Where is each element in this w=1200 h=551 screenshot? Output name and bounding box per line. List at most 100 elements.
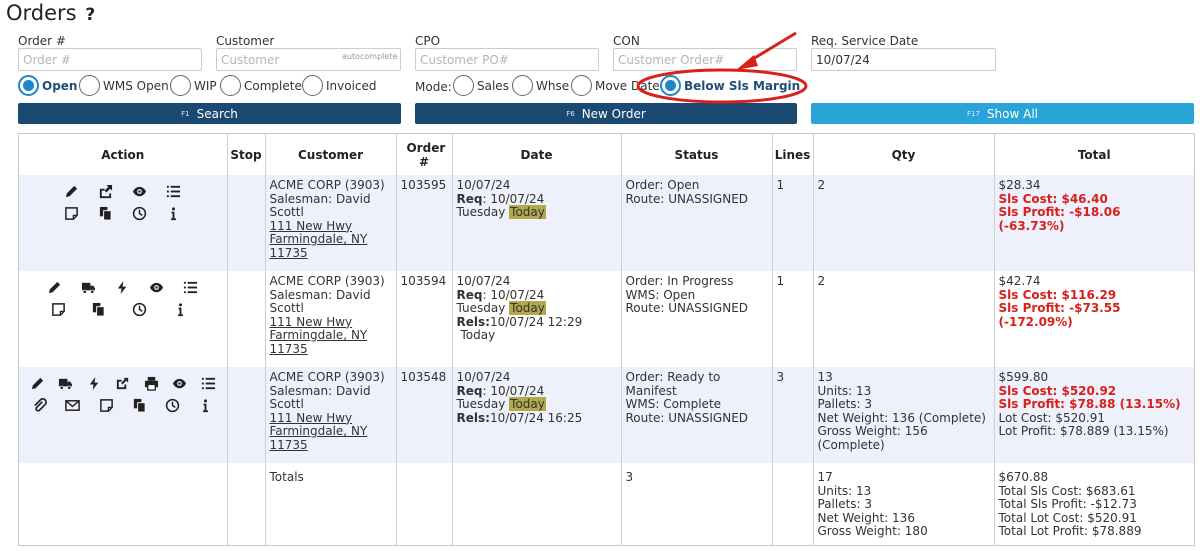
pencil-icon[interactable] xyxy=(38,278,72,296)
radio-invoiced-label: Invoiced xyxy=(326,78,377,93)
mode-whse[interactable]: Whse xyxy=(512,75,569,96)
customer-label: Customer xyxy=(216,34,275,48)
radio-wms-open-circle[interactable] xyxy=(79,75,100,96)
eye-icon[interactable] xyxy=(140,278,174,296)
radio-open-circle[interactable] xyxy=(18,75,39,96)
table-row[interactable]: ACME CORP (3903) Salesman: David Scottl … xyxy=(19,271,1194,367)
list-icon[interactable] xyxy=(194,374,223,392)
mode-below-sls-margin[interactable]: Below Sls Margin xyxy=(660,75,800,96)
radio-wip-circle[interactable] xyxy=(170,75,191,96)
mode-below-sls-margin-circle[interactable] xyxy=(660,75,681,96)
help-icon[interactable]: ? xyxy=(85,5,96,25)
new-order-button[interactable]: F6 New Order xyxy=(415,103,797,124)
external-link-icon[interactable] xyxy=(109,374,138,392)
qty-units: Units: 13 xyxy=(817,383,872,398)
total-amount: $28.34 xyxy=(998,178,1041,192)
req-day: Tuesday Today xyxy=(457,205,617,220)
col-order-number[interactable]: Order # xyxy=(396,134,453,175)
search-button[interactable]: F1 Search xyxy=(18,103,401,124)
info-icon[interactable] xyxy=(157,204,191,222)
address-line2-link[interactable]: Farmingdale, NY 11735 xyxy=(269,424,368,452)
paperclip-icon[interactable] xyxy=(23,396,56,414)
copy-icon[interactable] xyxy=(123,396,156,414)
address-line1-link[interactable]: 111 New Hwy xyxy=(269,218,353,233)
col-stop[interactable]: Stop xyxy=(227,134,266,175)
radio-wms-open[interactable]: WMS Open xyxy=(79,75,169,96)
status-order: Order: Open xyxy=(625,178,700,192)
radio-invoiced[interactable]: Invoiced xyxy=(302,75,377,96)
status-order: Order: In Progress xyxy=(625,274,734,288)
address-line1-link[interactable]: 111 New Hwy xyxy=(269,314,353,329)
totals-gross-weight: Gross Weight: 180 xyxy=(817,524,928,539)
orders-table: Action Stop Customer Order # Date Status… xyxy=(19,134,1194,545)
truck-icon[interactable] xyxy=(52,374,81,392)
pencil-icon[interactable] xyxy=(23,374,52,392)
status-wms: WMS: Open xyxy=(625,287,696,302)
info-icon[interactable] xyxy=(189,396,222,414)
bolt-icon[interactable] xyxy=(80,374,109,392)
info-icon[interactable] xyxy=(158,300,204,318)
action-cell xyxy=(19,271,228,367)
address-line1-link[interactable]: 111 New Hwy xyxy=(269,410,353,425)
show-all-button-key: F17 xyxy=(966,109,980,118)
col-qty[interactable]: Qty xyxy=(813,134,995,175)
col-status[interactable]: Status xyxy=(621,134,773,175)
pencil-icon[interactable] xyxy=(55,182,89,200)
print-icon[interactable] xyxy=(137,374,166,392)
note-icon[interactable] xyxy=(90,396,123,414)
note-icon[interactable] xyxy=(42,300,76,318)
table-row[interactable]: ACME CORP (3903) Salesman: David Scottl … xyxy=(19,367,1194,463)
cpo-label: CPO xyxy=(415,34,441,48)
eye-icon[interactable] xyxy=(123,182,157,200)
list-icon[interactable] xyxy=(174,278,208,296)
note-icon[interactable] xyxy=(55,204,89,222)
radio-open[interactable]: Open xyxy=(18,75,77,96)
action-cell xyxy=(19,463,228,545)
radio-wip[interactable]: WIP xyxy=(170,75,217,96)
cpo-input[interactable] xyxy=(415,48,599,71)
col-customer[interactable]: Customer xyxy=(265,134,397,175)
req-service-date-input[interactable] xyxy=(811,48,996,71)
totals-row: Totals 3 17 Units: 13 Pallets: 3 Net Wei… xyxy=(19,463,1194,545)
truck-icon[interactable] xyxy=(72,278,106,296)
mode-sales[interactable]: Sales xyxy=(453,75,509,96)
address-line2-link[interactable]: Farmingdale, NY 11735 xyxy=(269,328,368,356)
mode-move-date[interactable]: Move Date xyxy=(571,75,660,96)
autocomplete-tag: autocomplete xyxy=(342,52,398,61)
col-lines[interactable]: Lines xyxy=(772,134,814,175)
radio-complete-circle[interactable] xyxy=(220,75,241,96)
eye-icon[interactable] xyxy=(166,374,195,392)
mail-icon[interactable] xyxy=(56,396,89,414)
status-cell: Order: In Progress WMS: Open Route: UNAS… xyxy=(621,271,773,367)
customer-cell: ACME CORP (3903) Salesman: David Scottl … xyxy=(265,175,397,271)
new-order-button-label: New Order xyxy=(581,106,646,121)
mode-whse-circle[interactable] xyxy=(512,75,533,96)
customer-input[interactable] xyxy=(216,48,401,71)
req-value: : 10/07/24 xyxy=(482,383,545,398)
radio-invoiced-circle[interactable] xyxy=(302,75,323,96)
qty-gross-weight: Gross Weight: 156 (Complete) xyxy=(817,424,928,452)
address-line2-link[interactable]: Farmingdale, NY 11735 xyxy=(269,232,368,260)
lot-profit: Lot Profit: $78.889 (13.15%) xyxy=(998,424,1169,439)
col-total[interactable]: Total xyxy=(1077,147,1111,162)
list-icon[interactable] xyxy=(157,182,191,200)
bolt-icon[interactable] xyxy=(106,278,140,296)
order-date: 10/07/24 xyxy=(456,274,511,288)
order-number-label: Order # xyxy=(18,34,66,48)
show-all-button[interactable]: F17 Show All xyxy=(811,103,1194,124)
con-input[interactable] xyxy=(613,48,797,71)
table-row[interactable]: ACME CORP (3903) Salesman: David Scottl … xyxy=(19,175,1194,271)
clock-icon[interactable] xyxy=(156,396,189,414)
mode-sales-circle[interactable] xyxy=(453,75,474,96)
share-icon[interactable] xyxy=(89,182,123,200)
totals-total-cell: $670.88 Total Sls Cost: $683.61 Total Sl… xyxy=(994,463,1194,545)
order-number-input[interactable] xyxy=(18,48,202,71)
col-date[interactable]: Date xyxy=(452,134,622,175)
rels-day: Today xyxy=(460,328,496,343)
clock-icon[interactable] xyxy=(122,300,158,318)
radio-complete[interactable]: Complete xyxy=(220,75,302,96)
copy-icon[interactable] xyxy=(76,300,122,318)
mode-move-date-circle[interactable] xyxy=(571,75,592,96)
clock-icon[interactable] xyxy=(123,204,157,222)
copy-icon[interactable] xyxy=(89,204,123,222)
